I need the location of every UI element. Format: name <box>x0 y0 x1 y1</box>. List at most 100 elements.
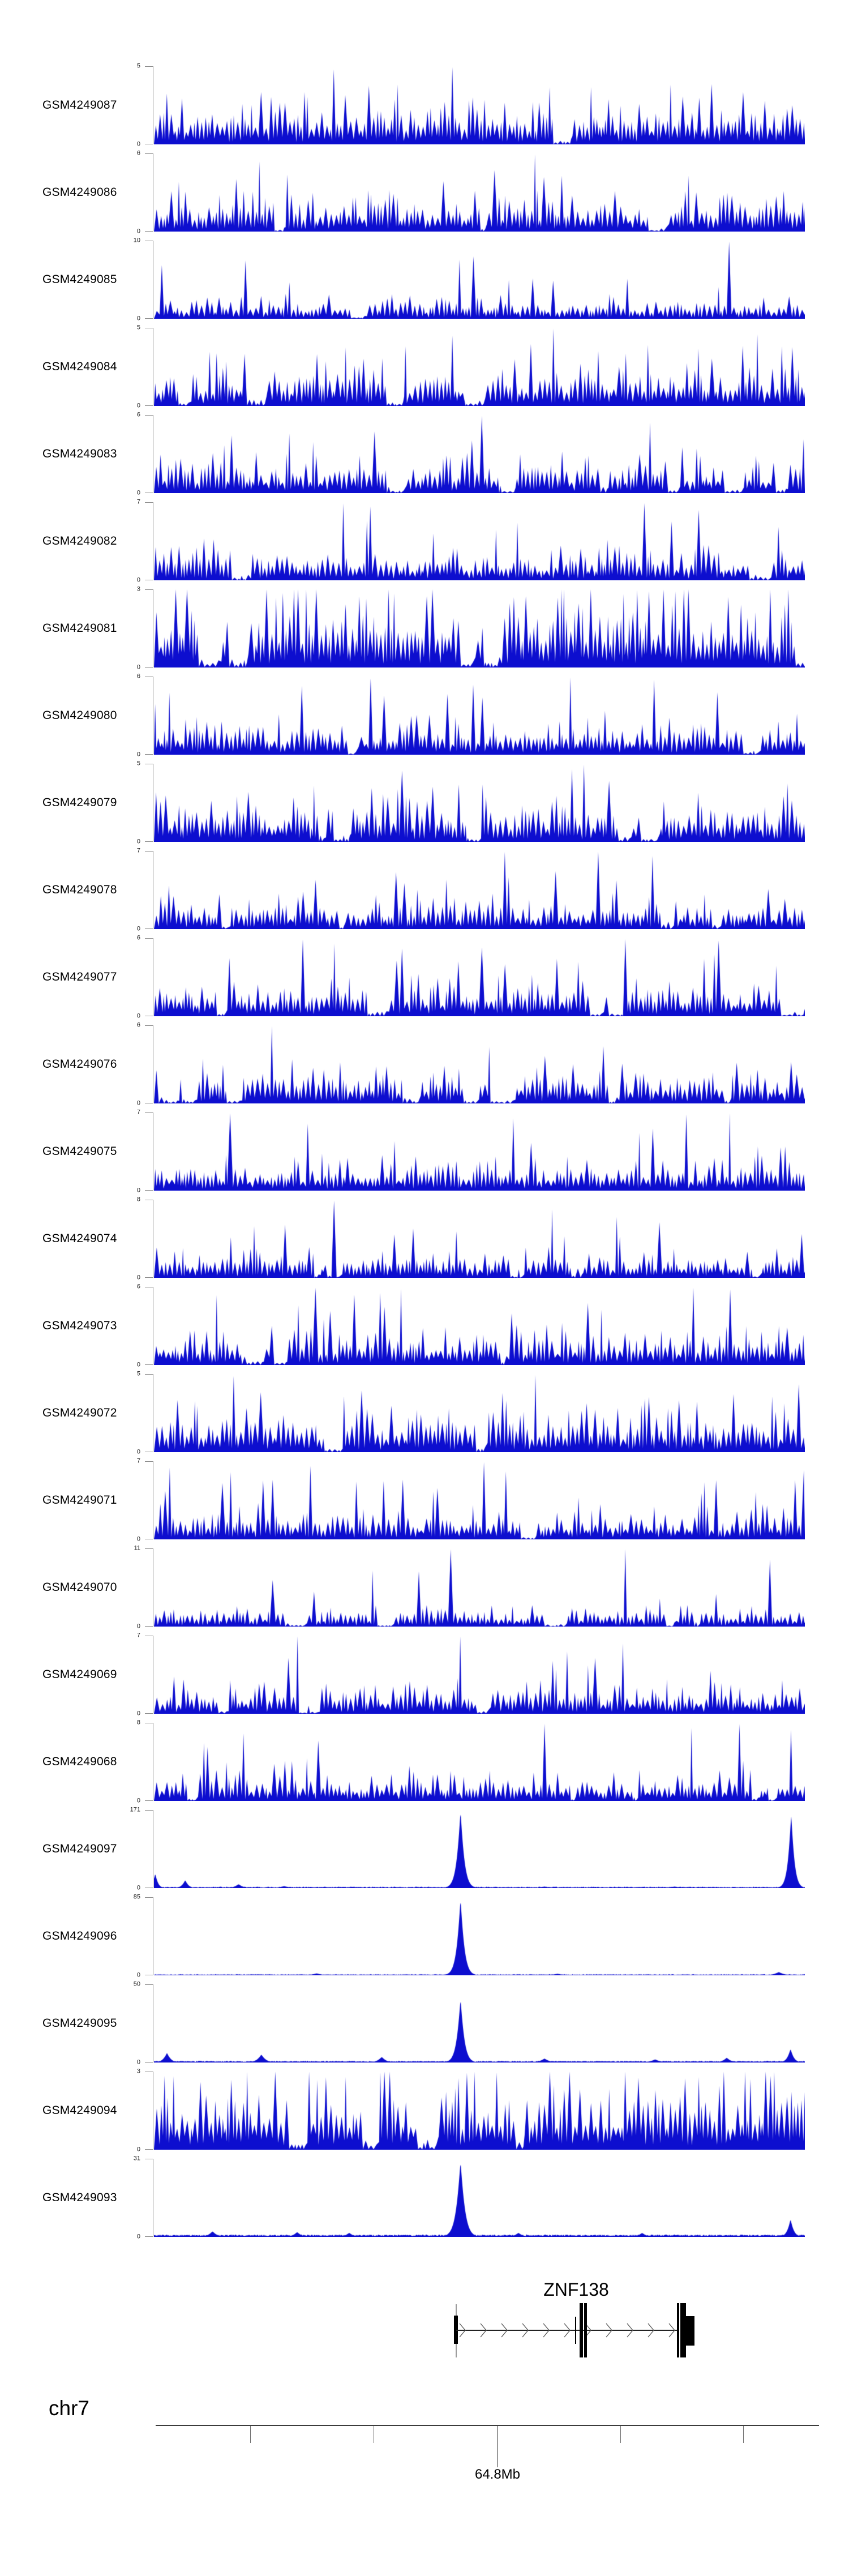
yaxis-bottom-tick <box>145 2236 153 2237</box>
track-sample-label: GSM4249093 <box>42 2191 117 2204</box>
track-ymax-label: 8 <box>136 1719 140 1726</box>
signal-area-plot <box>154 2159 805 2237</box>
signal-area-plot <box>154 1810 805 1888</box>
track-sample-label: GSM4249074 <box>42 1232 117 1245</box>
gene-first-exon <box>454 2316 458 2344</box>
track-ymin-label: 0 <box>136 140 140 148</box>
track-ymax-label: 6 <box>136 1021 140 1029</box>
chromosome-axis-line <box>156 2425 819 2426</box>
yaxis-bottom-tick <box>145 841 153 842</box>
track-sample-label: GSM4249076 <box>42 1058 117 1071</box>
track-ymax-label: 7 <box>136 1632 140 1639</box>
track-row: GSM4249079 5 0 <box>0 760 849 845</box>
track-ymax-label: 8 <box>136 1196 140 1203</box>
track-sample-label: GSM4249083 <box>42 447 117 460</box>
signal-area-plot <box>154 66 805 144</box>
signal-area-plot <box>154 1374 805 1452</box>
track-ymin-label: 0 <box>136 1623 140 1630</box>
track-ymax-label: 10 <box>133 237 140 244</box>
track-ymin-label: 0 <box>136 228 140 235</box>
track-sample-label: GSM4249081 <box>42 622 117 635</box>
yaxis-top-tick <box>145 153 153 154</box>
signal-area-plot <box>154 328 805 406</box>
yaxis-bottom-tick <box>145 405 153 406</box>
track-ymax-label: 6 <box>136 673 140 680</box>
track-sample-label: GSM4249084 <box>42 360 117 373</box>
track-sample-label: GSM4249072 <box>42 1406 117 1419</box>
track-ymax-label: 3 <box>136 585 140 593</box>
signal-area-plot <box>154 1723 805 1801</box>
yaxis-top-tick <box>145 938 153 939</box>
track-row: GSM4249094 3 0 <box>0 2068 849 2153</box>
track-row: GSM4249077 6 0 <box>0 934 849 1019</box>
yaxis-bottom-tick <box>145 928 153 929</box>
track-row: GSM4249084 5 0 <box>0 324 849 409</box>
yaxis-top-tick <box>145 589 153 590</box>
gene-internal-exon-a <box>580 2303 583 2357</box>
signal-area-plot <box>154 1200 805 1278</box>
gene-internal-exon-b <box>584 2303 587 2357</box>
track-sample-label: GSM4249087 <box>42 99 117 112</box>
track-sample-label: GSM4249077 <box>42 970 117 983</box>
yaxis-bottom-tick <box>145 754 153 755</box>
track-ymin-label: 0 <box>136 2146 140 2153</box>
track-sample-label: GSM4249080 <box>42 709 117 722</box>
yaxis-bottom-tick <box>145 318 153 319</box>
yaxis-bottom-tick <box>145 1190 153 1191</box>
track-ymax-label: 171 <box>130 1806 140 1813</box>
signal-area-plot <box>154 764 805 842</box>
track-ymin-label: 0 <box>136 1361 140 1368</box>
track-sample-label: GSM4249097 <box>42 1842 117 1855</box>
chromosome-minor-tick <box>620 2426 621 2443</box>
track-sample-label: GSM4249082 <box>42 534 117 547</box>
gene-last-exon-block <box>680 2303 686 2357</box>
yaxis-bottom-tick <box>145 1626 153 1627</box>
track-ymin-label: 0 <box>136 1099 140 1107</box>
yaxis-bottom-tick <box>145 1277 153 1278</box>
track-ymin-label: 0 <box>136 664 140 671</box>
track-row: GSM4249085 10 0 <box>0 237 849 322</box>
track-sample-label: GSM4249070 <box>42 1581 117 1594</box>
yaxis-top-tick <box>145 1112 153 1113</box>
track-ymin-label: 0 <box>136 1187 140 1194</box>
yaxis-top-tick <box>145 1548 153 1549</box>
signal-area-plot <box>154 1112 805 1191</box>
yaxis-top-tick <box>145 1897 153 1898</box>
track-sample-label: GSM4249085 <box>42 273 117 286</box>
signal-area-plot <box>154 241 805 319</box>
track-ymax-label: 3 <box>136 2068 140 2075</box>
chromosome-minor-tick <box>743 2426 744 2443</box>
track-sample-label: GSM4249073 <box>42 1319 117 1332</box>
signal-area-plot <box>154 589 805 667</box>
track-sample-label: GSM4249068 <box>42 1755 117 1768</box>
signal-area-plot <box>154 677 805 755</box>
track-sample-label: GSM4249079 <box>42 796 117 809</box>
track-ymax-label: 5 <box>136 1370 140 1377</box>
yaxis-bottom-tick <box>145 231 153 232</box>
signal-area-plot <box>154 1636 805 1714</box>
track-ymax-label: 7 <box>136 847 140 854</box>
track-ymax-label: 6 <box>136 934 140 942</box>
track-row: GSM4249082 7 0 <box>0 499 849 583</box>
yaxis-top-tick <box>145 66 153 67</box>
track-row: GSM4249076 6 0 <box>0 1021 849 1106</box>
track-ymax-label: 5 <box>136 62 140 70</box>
track-ymin-label: 0 <box>136 1012 140 1020</box>
signal-area-plot <box>154 2072 805 2150</box>
track-ymin-label: 0 <box>136 1797 140 1804</box>
track-row: GSM4249097 171 0 <box>0 1806 849 1891</box>
track-sample-label: GSM4249094 <box>42 2104 117 2117</box>
yaxis-top-tick <box>145 1810 153 1811</box>
track-sample-label: GSM4249095 <box>42 2017 117 2030</box>
track-row: GSM4249070 11 0 <box>0 1545 849 1630</box>
yaxis-bottom-tick <box>145 1800 153 1801</box>
track-ymin-label: 0 <box>136 315 140 322</box>
yaxis-top-tick <box>145 1025 153 1026</box>
yaxis-bottom-tick <box>145 2149 153 2150</box>
track-ymax-label: 5 <box>136 324 140 331</box>
signal-area-plot <box>154 1025 805 1103</box>
track-row: GSM4249074 8 0 <box>0 1196 849 1281</box>
track-ymin-label: 0 <box>136 2059 140 2066</box>
track-row: GSM4249095 50 0 <box>0 1981 849 2065</box>
